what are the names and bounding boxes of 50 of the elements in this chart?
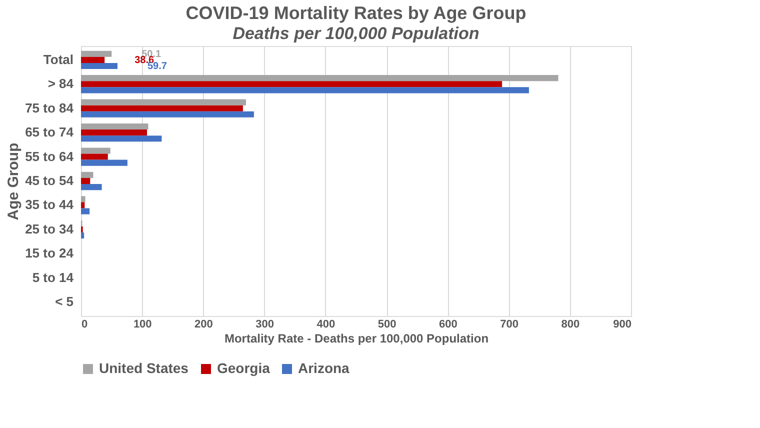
- bar: [81, 148, 110, 154]
- x-axis-title: Mortality Rate - Deaths per 100,000 Population: [224, 332, 489, 346]
- x-tick-label: 100: [133, 318, 152, 330]
- y-tick-label: 65 to 74: [25, 124, 74, 140]
- x-tick-label: 900: [613, 318, 632, 330]
- bar: [81, 50, 112, 57]
- bar: [81, 202, 85, 208]
- bar: [81, 75, 558, 82]
- bar: [81, 160, 128, 166]
- y-tick-label: 75 to 84: [25, 100, 74, 116]
- bar: [81, 81, 502, 88]
- bar: [81, 111, 254, 118]
- x-tick-label: 800: [561, 318, 580, 330]
- bar: [81, 105, 243, 112]
- y-tick-label: < 5: [55, 294, 74, 310]
- bar: [81, 130, 147, 136]
- y-tick-label: Total: [43, 52, 74, 67]
- bar: [81, 123, 148, 130]
- y-tick-label: 55 to 64: [25, 148, 74, 164]
- legend-label: United States: [99, 360, 189, 376]
- y-tick-label: 35 to 44: [25, 197, 74, 212]
- x-tick-label: 300: [256, 318, 274, 330]
- x-tick-label: 700: [500, 318, 518, 330]
- bar: [81, 184, 102, 190]
- y-tick-label: > 84: [48, 76, 74, 92]
- x-tick-label: 500: [378, 318, 396, 330]
- bar: [81, 62, 118, 70]
- chart-title: COVID-19 Mortality Rates by Age Group: [186, 3, 526, 23]
- legend-label: Georgia: [217, 360, 270, 376]
- bar: [81, 178, 90, 184]
- bar: [81, 208, 90, 214]
- bar: [81, 56, 105, 63]
- bar: [81, 87, 529, 94]
- bar: [81, 232, 84, 239]
- x-tick-label: 0: [82, 318, 88, 330]
- legend-label: Arizona: [298, 360, 350, 376]
- y-tick-label: 25 to 34: [25, 221, 74, 236]
- x-tick-label: 400: [316, 318, 336, 330]
- y-tick-label: 15 to 24: [25, 246, 74, 261]
- bar: [81, 154, 108, 160]
- x-tick-label: 600: [438, 318, 458, 330]
- y-tick-label: 45 to 54: [25, 173, 74, 188]
- bar: [81, 172, 94, 178]
- y-tick-label: 5 to 14: [32, 270, 74, 285]
- bar: [81, 196, 86, 202]
- bar: [81, 136, 162, 142]
- bar: [81, 99, 246, 106]
- x-tick-label: 200: [194, 318, 213, 330]
- chart-subtitle: Deaths per 100,000 Population: [232, 24, 480, 43]
- y-axis-title: Age Group: [5, 142, 22, 220]
